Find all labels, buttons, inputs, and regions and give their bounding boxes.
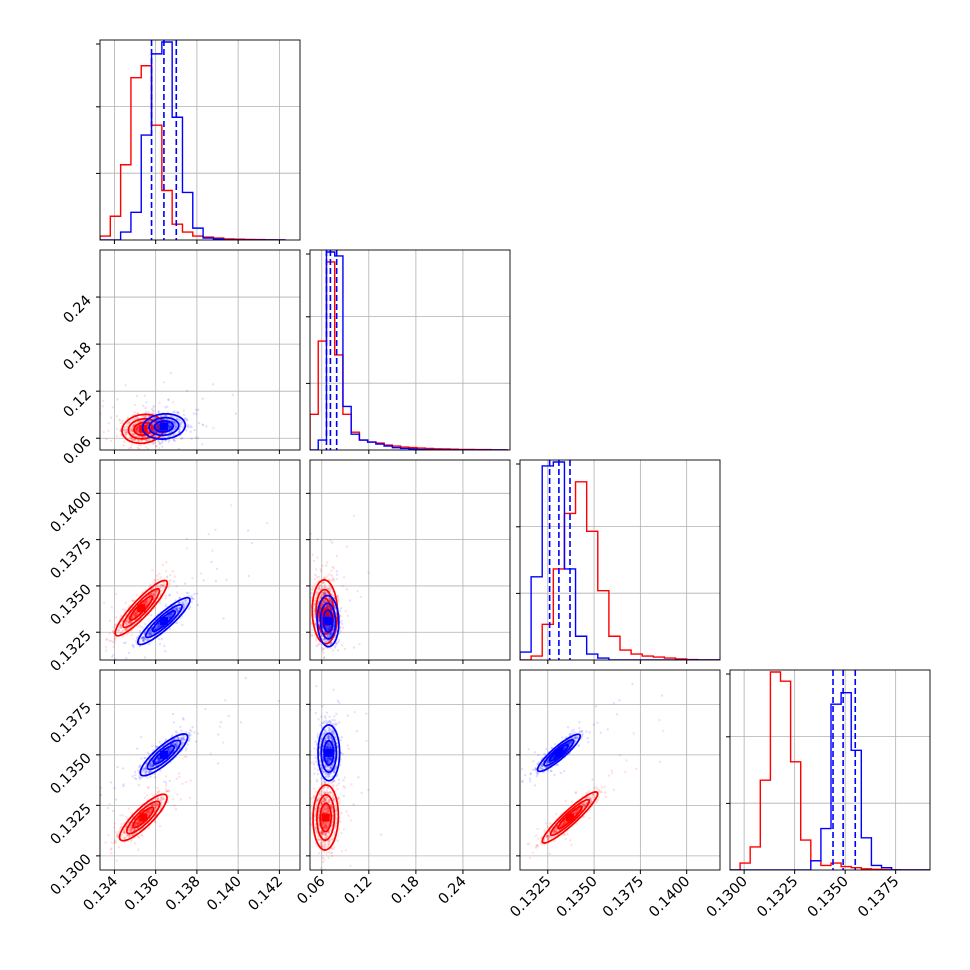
contour-red <box>114 579 169 637</box>
scatter-content <box>100 371 238 450</box>
x-tick-label: 0.1400 <box>646 874 693 921</box>
contour-red-peak <box>139 813 148 822</box>
x-tick-label: 0.1350 <box>805 874 852 921</box>
contour-blue-peak <box>324 748 333 757</box>
contour-blue-peak <box>324 617 333 626</box>
contour-blue <box>141 412 187 440</box>
y-tick-label: 0.1350 <box>48 581 95 628</box>
y-tick-label: 0.1325 <box>48 801 95 848</box>
contour-blue <box>146 739 182 771</box>
y-tick-label: 0.1350 <box>48 750 95 797</box>
contour-blue <box>144 603 183 639</box>
contour-red-peak <box>321 813 330 822</box>
y-tick-label: 0.12 <box>61 387 95 421</box>
scatter-content <box>520 682 665 863</box>
contour-blue <box>536 733 582 773</box>
contour-red <box>549 798 591 837</box>
scatter-content <box>100 676 280 862</box>
contour-blue <box>316 594 340 648</box>
contour-red <box>311 579 339 645</box>
contour-blue <box>543 739 575 767</box>
y-tick-label: 0.1375 <box>48 700 95 747</box>
contour-red-peak <box>566 813 574 822</box>
contour-blue <box>319 602 337 640</box>
x-tick-label: 0.12 <box>342 874 376 908</box>
x-tick-label: 0.06 <box>294 874 328 908</box>
axes-frame <box>309 249 511 451</box>
axes-frame <box>729 669 931 871</box>
scatter-content <box>310 514 370 660</box>
contour-red <box>312 784 340 851</box>
contour-red <box>125 800 161 835</box>
y-tick-label: 0.1300 <box>48 851 95 898</box>
contour-blue-peak <box>554 748 563 757</box>
scatter-panel-3-1: 0.06 0.12 0.18 0.24 <box>294 669 511 908</box>
x-tick-label: 0.134 <box>81 874 122 915</box>
histogram-blue <box>520 461 720 660</box>
scatter-panel-1-0: 0.06 0.12 0.18 0.24 <box>61 249 301 468</box>
histogram-content <box>730 670 930 870</box>
x-tick-label: 0.1300 <box>704 874 751 921</box>
contour-red <box>122 588 161 629</box>
scatter-panel-2-1 <box>306 459 511 664</box>
histogram-blue <box>310 251 508 450</box>
y-tick-label: 0.1400 <box>48 489 95 536</box>
contour-blue-peak <box>159 750 168 759</box>
x-tick-label: 0.24 <box>436 874 470 908</box>
contour-blue-peak <box>159 422 168 431</box>
x-tick-label: 0.1325 <box>754 874 801 921</box>
histogram-content <box>520 460 720 660</box>
x-tick-label: 0.1375 <box>855 874 902 921</box>
contour-red <box>316 794 336 841</box>
x-tick-label: 0.18 <box>389 874 423 908</box>
contour-blue <box>139 733 189 777</box>
contour-blue-peak <box>159 617 168 626</box>
histogram-panel-3: 0.1300 0.1325 0.1350 0.1375 <box>704 669 931 921</box>
contour-red <box>541 791 599 844</box>
y-tick-label: 0.1325 <box>48 628 95 675</box>
scatter-panel-3-0: 0.134 0.136 0.138 0.140 0.1420.13000.13250.1… <box>48 669 301 915</box>
histogram-red <box>310 261 509 450</box>
y-tick-label: 0.24 <box>61 293 95 327</box>
histogram-content <box>310 250 509 450</box>
histogram-panel-1 <box>306 249 511 454</box>
axes-frame <box>519 669 721 871</box>
contour-blue <box>320 732 338 774</box>
histogram-blue <box>100 41 286 240</box>
axes-frame <box>309 459 511 661</box>
x-tick-label: 0.1375 <box>600 874 647 921</box>
x-tick-label: 0.1325 <box>507 874 554 921</box>
scatter-points <box>100 676 280 813</box>
contour-blue <box>317 724 341 782</box>
axes-frame <box>519 459 721 661</box>
y-tick-label: 0.1375 <box>48 535 95 582</box>
contour-red-peak <box>137 604 146 613</box>
axes-frame <box>309 669 511 871</box>
axes-frame <box>99 459 301 661</box>
y-tick-label: 0.06 <box>61 434 95 468</box>
axes-frame <box>99 249 301 451</box>
scatter-content <box>310 685 383 870</box>
x-tick-label: 0.1350 <box>554 874 601 921</box>
histogram-red <box>730 671 930 870</box>
histogram-blue <box>730 692 930 870</box>
axes-frame <box>99 39 301 241</box>
histogram-panel-2 <box>516 459 721 664</box>
x-tick-label: 0.138 <box>163 874 204 915</box>
contour-blue <box>136 596 191 646</box>
x-tick-label: 0.140 <box>204 874 245 915</box>
contour-blue <box>148 416 180 437</box>
scatter-panel-3-2: 0.1325 0.1350 0.1375 0.1400 <box>507 669 721 921</box>
histogram-panel-0 <box>96 39 301 244</box>
x-tick-label: 0.142 <box>246 874 287 915</box>
histogram-content <box>100 40 286 240</box>
scatter-content <box>100 504 269 660</box>
contour-red <box>118 793 168 842</box>
x-tick-label: 0.136 <box>122 874 163 915</box>
histogram-red <box>520 481 720 660</box>
y-tick-label: 0.18 <box>61 340 95 374</box>
axes-frame <box>99 669 301 871</box>
